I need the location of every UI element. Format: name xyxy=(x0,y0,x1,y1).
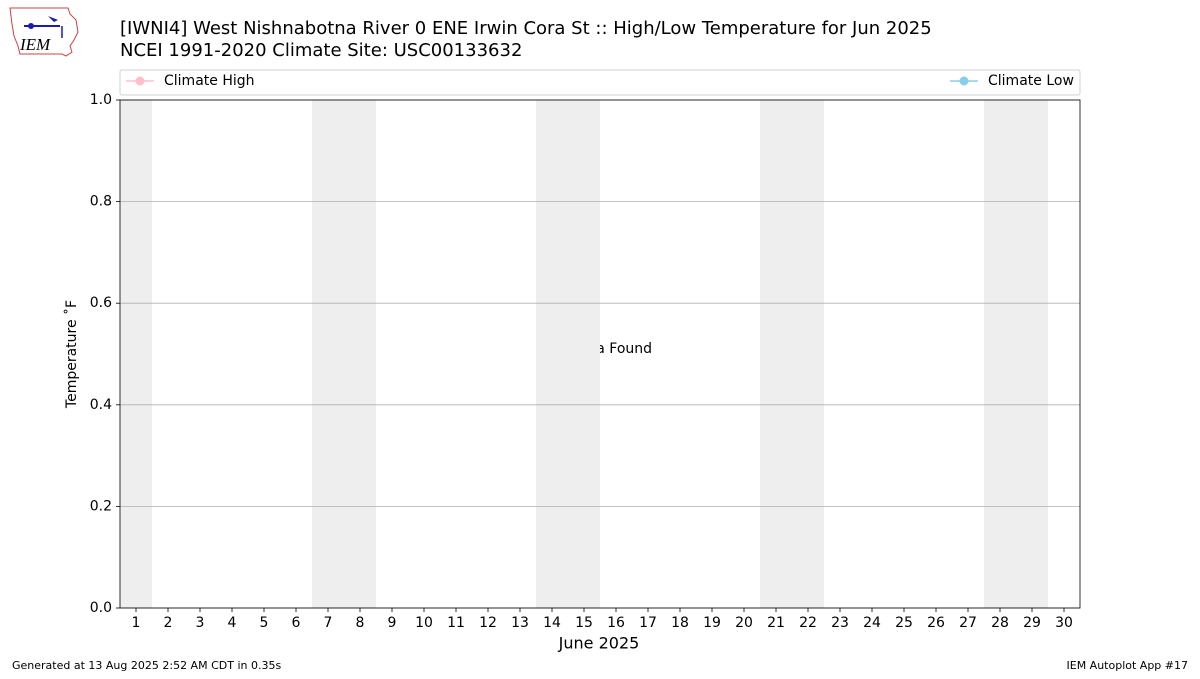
x-tick-label: 26 xyxy=(927,615,945,631)
weekend-band xyxy=(984,100,1048,608)
x-tick-label: 21 xyxy=(767,615,785,631)
x-tick-label: 28 xyxy=(991,615,1009,631)
weekend-band xyxy=(312,100,376,608)
legend-box xyxy=(119,69,1081,96)
legend-label: Climate High xyxy=(164,73,255,89)
legend-marker xyxy=(135,76,145,86)
logo: IEM xyxy=(9,7,79,57)
x-tick-label: 5 xyxy=(260,615,269,631)
x-tick-label: 24 xyxy=(863,615,881,631)
chart-title: [IWNI4] West Nishnabotna River 0 ENE Irw… xyxy=(120,18,932,39)
x-tick-label: 4 xyxy=(228,615,237,631)
x-tick-label: 10 xyxy=(415,615,433,631)
chart-subtitle: NCEI 1991-2020 Climate Site: USC00133632 xyxy=(120,40,522,61)
y-tick-label: 0.4 xyxy=(90,397,112,413)
footer-left: Generated at 13 Aug 2025 2:52 AM CDT in … xyxy=(12,659,281,672)
x-tick-label: 7 xyxy=(324,615,333,631)
y-tick-label: 0.6 xyxy=(90,295,112,311)
y-axis-label: Temperature ˚F xyxy=(63,300,80,409)
x-tick-label: 22 xyxy=(799,615,817,631)
y-tick-label: 0.8 xyxy=(90,194,112,210)
x-tick-label: 2 xyxy=(164,615,173,631)
plot-frame xyxy=(119,99,1081,609)
x-tick-label: 25 xyxy=(895,615,913,631)
footer-right: IEM Autoplot App #17 xyxy=(1067,659,1189,672)
legend-label: Climate Low xyxy=(988,73,1074,89)
x-tick-label: 23 xyxy=(831,615,849,631)
x-tick-label: 29 xyxy=(1023,615,1041,631)
logo-text: IEM xyxy=(19,35,51,54)
x-tick-label: 8 xyxy=(356,615,365,631)
x-tick-label: 14 xyxy=(543,615,561,631)
x-axis-label: June 2025 xyxy=(558,634,640,653)
x-tick-label: 15 xyxy=(575,615,593,631)
x-tick-label: 1 xyxy=(132,615,141,631)
x-tick-label: 27 xyxy=(959,615,977,631)
x-tick-label: 18 xyxy=(671,615,689,631)
x-tick-label: 3 xyxy=(196,615,205,631)
y-tick-label: 0.0 xyxy=(90,600,112,616)
weekend-band xyxy=(760,100,824,608)
x-tick-label: 13 xyxy=(511,615,529,631)
legend-marker xyxy=(959,76,969,86)
weekend-band xyxy=(536,100,600,608)
x-tick-label: 11 xyxy=(447,615,465,631)
weekend-band xyxy=(120,100,152,608)
y-tick-label: 0.2 xyxy=(90,498,112,514)
x-tick-label: 17 xyxy=(639,615,657,631)
x-tick-label: 20 xyxy=(735,615,753,631)
y-tick-label: 1.0 xyxy=(90,92,112,108)
x-tick-label: 9 xyxy=(388,615,397,631)
x-tick-label: 30 xyxy=(1055,615,1073,631)
x-tick-label: 16 xyxy=(607,615,625,631)
x-tick-label: 6 xyxy=(292,615,301,631)
x-tick-label: 19 xyxy=(703,615,721,631)
x-tick-label: 12 xyxy=(479,615,497,631)
